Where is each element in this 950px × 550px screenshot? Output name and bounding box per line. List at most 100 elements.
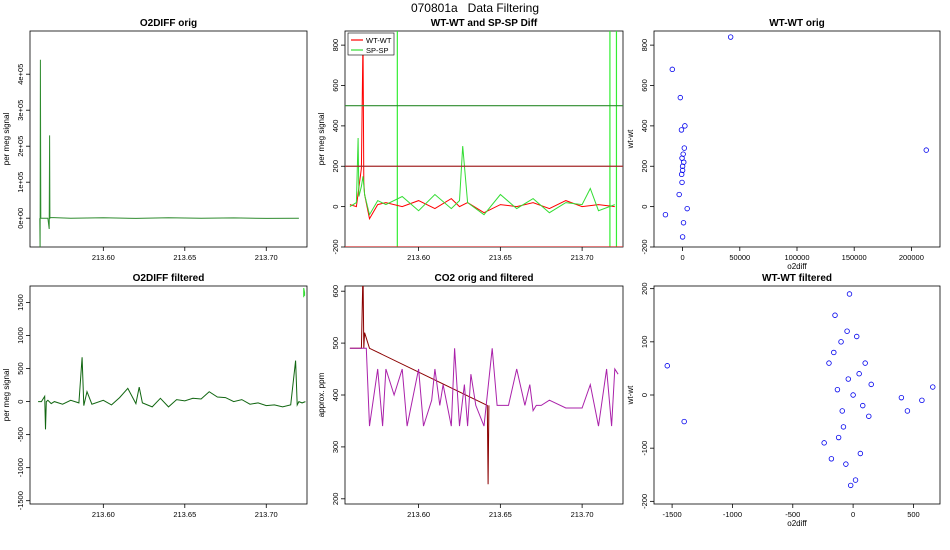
scatter-point <box>684 205 690 212</box>
scatter-point <box>676 191 682 198</box>
x-tick-label: 100000 <box>784 253 809 262</box>
x-tick-label: 213.60 <box>407 510 430 519</box>
chart-title: WT-WT orig <box>769 18 825 29</box>
x-tick-label: 0 <box>681 253 685 262</box>
scatter-point <box>681 418 687 425</box>
y-tick-label: 0 <box>640 393 649 397</box>
scatter-point <box>831 349 837 356</box>
legend-entry: SP-SP <box>366 46 389 55</box>
y-tick-label: 600 <box>331 79 340 92</box>
plot-frame <box>344 285 624 505</box>
scatter-point <box>838 339 844 345</box>
x-tick-label: -1500 <box>663 510 682 519</box>
scatter-point <box>857 450 864 457</box>
scatter-point <box>679 167 686 173</box>
x-tick-label: 213.65 <box>173 253 196 262</box>
scatter-point <box>845 376 851 382</box>
y-tick-label: -200 <box>640 494 649 509</box>
series-line <box>303 287 306 298</box>
y-axis-label: per meg signal <box>2 113 11 166</box>
x-axis-label: o2diff <box>787 262 807 271</box>
scatter-point <box>898 394 905 401</box>
y-tick-label: 0 <box>640 205 649 209</box>
scatter-point <box>678 127 685 133</box>
scatter-point <box>860 402 866 409</box>
scatter-point <box>846 291 853 297</box>
scatter-point <box>844 328 850 334</box>
series-line <box>349 37 615 221</box>
page-title: 070801a Data Filtering <box>410 1 540 15</box>
y-tick-label: 4e+05 <box>16 64 25 85</box>
chart-panel-4: O2DIFF filtered 213.60 213.65 213.70 -1500 -1… <box>2 273 308 519</box>
scatter-point <box>843 461 849 467</box>
y-tick-label: -500 <box>16 427 25 442</box>
chart-title: WT-WT and SP-SP Diff <box>431 18 538 29</box>
scatter-point <box>868 381 874 388</box>
series-line <box>349 137 615 217</box>
plot-frame <box>29 30 308 248</box>
x-tick-label: 213.65 <box>173 510 196 519</box>
scatter-point <box>679 179 685 186</box>
scatter-point <box>826 360 832 366</box>
x-axis-label: o2diff <box>787 519 807 528</box>
y-tick-label: 500 <box>16 362 25 375</box>
plot-area <box>345 31 623 247</box>
plot-area <box>664 291 936 489</box>
x-tick-label: -500 <box>785 510 800 519</box>
plot-area <box>349 286 619 485</box>
scatter-point <box>662 212 669 218</box>
plot-area <box>39 59 299 247</box>
y-tick-label: -200 <box>640 239 649 254</box>
series-line <box>349 347 619 427</box>
y-tick-label: -100 <box>640 441 649 456</box>
scatter-point <box>679 234 686 240</box>
y-axis-label: approx. ppm <box>317 372 326 417</box>
x-tick-label: 213.70 <box>571 253 594 262</box>
x-tick-label: 200000 <box>899 253 924 262</box>
chart-panel-3: WT-WT orig 0 50000 100000 150000 200000 -200 0 2… <box>626 18 941 271</box>
series-line <box>349 286 490 485</box>
scatter-point <box>828 456 835 462</box>
y-tick-label: 400 <box>331 389 340 402</box>
y-tick-label: -1000 <box>16 458 25 477</box>
legend-entry: WT-WT <box>366 36 392 45</box>
scatter-point <box>840 424 847 430</box>
scatter-point <box>727 34 734 40</box>
x-tick-label: 213.60 <box>407 253 430 262</box>
scatter-point <box>821 440 827 446</box>
x-tick-label: 213.70 <box>255 253 278 262</box>
y-tick-label: 200 <box>331 493 340 506</box>
x-tick-label: 213.60 <box>92 510 115 519</box>
scatter-point <box>862 360 868 366</box>
x-tick-label: 213.70 <box>571 510 594 519</box>
y-tick-label: 600 <box>331 285 340 298</box>
scatter-point <box>923 147 929 153</box>
x-tick-label: 0 <box>851 510 855 519</box>
y-tick-label: 2e+05 <box>16 136 25 157</box>
y-tick-label: 300 <box>331 441 340 454</box>
scatter-point <box>834 386 841 393</box>
scatter-point <box>904 408 911 414</box>
scatter-point <box>677 94 684 101</box>
x-tick-label: 213.65 <box>489 510 512 519</box>
scatter-point <box>866 413 872 419</box>
chart-title: O2DIFF filtered <box>133 273 205 284</box>
y-tick-label: 1500 <box>16 294 25 311</box>
scatter-point <box>930 384 936 390</box>
y-tick-label: 600 <box>640 79 649 92</box>
chart-panel-6: WT-WT filtered-1500 -1000 -500 0 500-200-100… <box>626 273 941 528</box>
scatter-point <box>850 392 856 398</box>
scatter-point <box>664 363 670 369</box>
y-axis-label: wt-wt <box>626 129 635 149</box>
scatter-point <box>839 408 845 414</box>
plot-area <box>662 34 929 240</box>
chart-title: O2DIFF orig <box>140 18 197 29</box>
y-tick-label: 400 <box>331 120 340 133</box>
y-tick-label: 0 <box>331 205 340 209</box>
y-tick-label: 100 <box>640 336 649 349</box>
chart-panel-2: WT-WT and SP-SP Diff 213.60 213.65 213.70 -2… <box>317 18 624 262</box>
plot-frame <box>29 285 308 505</box>
y-tick-label: -1500 <box>16 491 25 510</box>
series-line <box>39 59 299 247</box>
